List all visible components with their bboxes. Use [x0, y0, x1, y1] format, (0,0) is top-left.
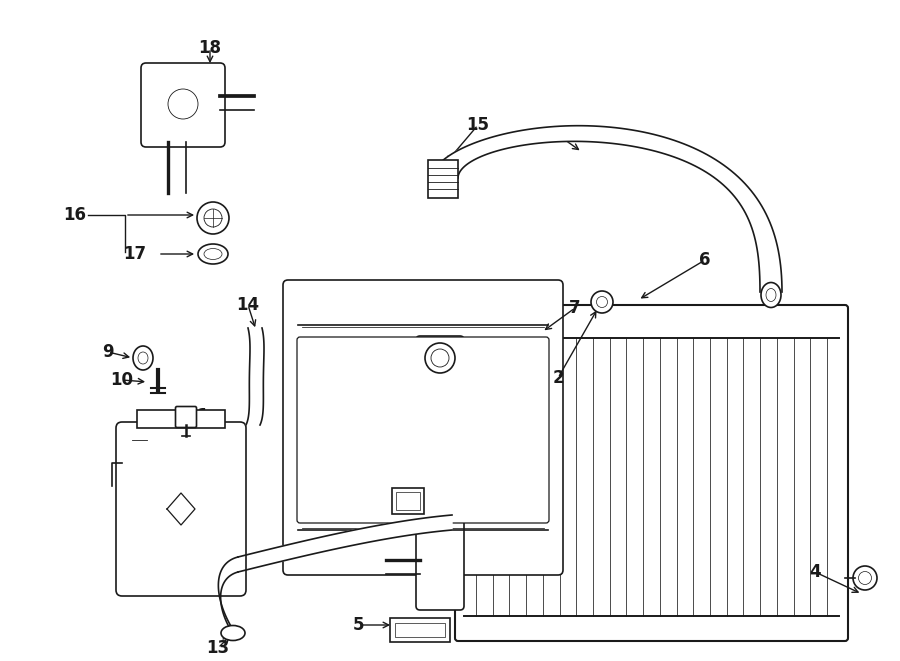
Text: 18: 18 [199, 39, 221, 57]
FancyBboxPatch shape [297, 337, 549, 523]
Bar [396, 492, 420, 510]
Ellipse shape [761, 282, 781, 307]
Ellipse shape [204, 209, 222, 227]
Text: 3: 3 [373, 459, 383, 477]
Text: 15: 15 [466, 116, 490, 134]
Polygon shape [246, 328, 264, 425]
Bar [395, 623, 445, 637]
Ellipse shape [204, 249, 222, 260]
Ellipse shape [859, 572, 871, 584]
FancyBboxPatch shape [141, 63, 225, 147]
Text: 6: 6 [699, 251, 711, 269]
Ellipse shape [168, 89, 198, 119]
Ellipse shape [766, 288, 776, 301]
Polygon shape [219, 557, 238, 635]
Ellipse shape [425, 343, 455, 373]
Text: 13: 13 [206, 639, 230, 657]
FancyBboxPatch shape [455, 305, 848, 641]
Polygon shape [432, 126, 782, 292]
Ellipse shape [853, 566, 877, 590]
FancyBboxPatch shape [176, 407, 196, 428]
Text: 1: 1 [419, 499, 431, 517]
Text: 14: 14 [237, 296, 259, 314]
Bar [137, 410, 225, 428]
Ellipse shape [198, 244, 228, 264]
Text: 5: 5 [352, 616, 364, 634]
Text: 16: 16 [64, 206, 86, 224]
Ellipse shape [197, 202, 229, 234]
Text: 9: 9 [103, 343, 113, 361]
Text: 7: 7 [569, 299, 580, 317]
Bar [392, 488, 424, 514]
Text: 4: 4 [809, 563, 821, 581]
Ellipse shape [221, 625, 245, 641]
Bar [390, 618, 450, 642]
Ellipse shape [138, 352, 148, 364]
Text: 8: 8 [193, 499, 203, 517]
Ellipse shape [591, 291, 613, 313]
Text: 17: 17 [123, 245, 147, 263]
Polygon shape [238, 515, 452, 572]
FancyBboxPatch shape [116, 422, 246, 596]
Text: 10: 10 [111, 371, 133, 389]
Ellipse shape [431, 349, 449, 367]
Ellipse shape [597, 297, 608, 307]
Ellipse shape [133, 346, 153, 370]
Text: 2: 2 [553, 369, 563, 387]
FancyBboxPatch shape [283, 280, 563, 575]
Text: 12: 12 [546, 126, 570, 144]
Bar [428, 160, 458, 198]
FancyBboxPatch shape [416, 336, 464, 610]
Text: 11: 11 [186, 407, 210, 425]
